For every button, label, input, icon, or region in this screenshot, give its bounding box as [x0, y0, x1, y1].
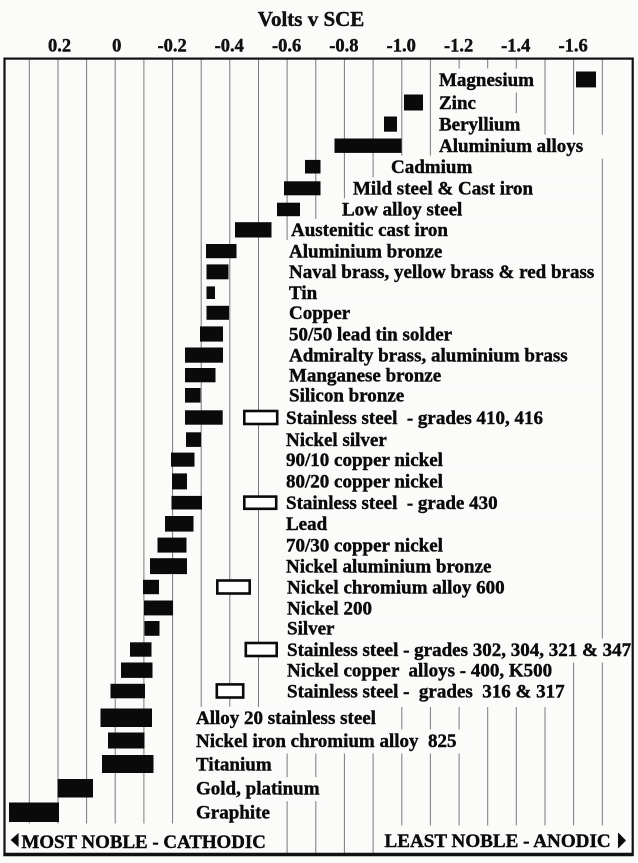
- svg-text:50/50 lead tin solder: 50/50 lead tin solder: [289, 324, 453, 345]
- svg-text:Stainless steel - grade 430: Stainless steel - grade 430: [286, 493, 498, 514]
- svg-text:Graphite: Graphite: [196, 803, 270, 824]
- svg-text:Manganese bronze: Manganese bronze: [289, 365, 441, 386]
- svg-text:-1.6: -1.6: [558, 37, 587, 57]
- svg-text:Austenitic cast iron: Austenitic cast iron: [291, 220, 448, 241]
- svg-text:Nickel silver: Nickel silver: [286, 430, 387, 451]
- svg-text:Magnesium: Magnesium: [439, 70, 534, 91]
- svg-text:Stainless steel - grades 410,: Stainless steel - grades 410, 416: [286, 408, 543, 429]
- svg-text:Lead: Lead: [286, 514, 328, 535]
- svg-text:-0.4: -0.4: [215, 37, 244, 57]
- svg-text:Nickel copper alloys - 400, K: Nickel copper alloys - 400, K500: [287, 661, 552, 682]
- svg-text:Stainless steel - grades 316: Stainless steel - grades 316 & 317: [287, 681, 565, 702]
- svg-text:0.2: 0.2: [48, 37, 71, 57]
- svg-text:Zinc: Zinc: [439, 93, 476, 114]
- svg-text:Copper: Copper: [289, 303, 351, 324]
- svg-text:Admiralty brass, aluminium bra: Admiralty brass, aluminium brass: [289, 345, 568, 366]
- svg-text:-0.6: -0.6: [272, 37, 301, 57]
- svg-text:LEAST NOBLE - ANODIC: LEAST NOBLE - ANODIC: [385, 831, 611, 852]
- svg-text:Stainless steel - grades 302,: Stainless steel - grades 302, 304, 321 &…: [287, 640, 632, 661]
- svg-text:90/10 copper nickel: 90/10 copper nickel: [286, 450, 443, 471]
- svg-text:Aluminium bronze: Aluminium bronze: [289, 241, 442, 262]
- svg-text:0: 0: [112, 37, 121, 57]
- svg-text:-0.2: -0.2: [157, 37, 186, 57]
- svg-text:Naval brass, yellow brass & re: Naval brass, yellow brass & red brass: [289, 262, 594, 283]
- svg-text:MOST NOBLE - CATHODIC: MOST NOBLE - CATHODIC: [22, 832, 266, 853]
- svg-text:Silicon bronze: Silicon bronze: [289, 386, 404, 407]
- svg-text:Cadmium: Cadmium: [391, 157, 472, 178]
- svg-text:Nickel aluminium bronze: Nickel aluminium bronze: [286, 557, 492, 578]
- svg-text:Nickel iron chromium alloy 82: Nickel iron chromium alloy 825: [196, 731, 457, 752]
- svg-text:80/20 copper nickel: 80/20 copper nickel: [286, 472, 443, 493]
- svg-text:Alloy 20 stainless steel: Alloy 20 stainless steel: [196, 708, 376, 729]
- svg-text:-0.8: -0.8: [329, 37, 358, 57]
- svg-text:70/30 copper nickel: 70/30 copper nickel: [286, 535, 443, 556]
- svg-text:Nickel 200: Nickel 200: [287, 598, 372, 619]
- svg-text:Aluminium alloys: Aluminium alloys: [439, 136, 583, 157]
- svg-text:Low alloy steel: Low alloy steel: [342, 200, 462, 221]
- svg-text:Nickel chromium alloy 600: Nickel chromium alloy 600: [287, 577, 505, 598]
- svg-text:Gold, platinum: Gold, platinum: [196, 779, 320, 800]
- svg-text:Beryllium: Beryllium: [439, 114, 520, 135]
- svg-text:Volts v SCE: Volts v SCE: [258, 7, 365, 31]
- svg-text:Silver: Silver: [287, 619, 335, 640]
- svg-text:-1.2: -1.2: [444, 37, 473, 57]
- svg-text:-1.0: -1.0: [387, 37, 416, 57]
- svg-text:Mild steel & Cast iron: Mild steel & Cast iron: [353, 179, 534, 200]
- svg-text:Tin: Tin: [289, 283, 318, 304]
- svg-text:Titanium: Titanium: [196, 754, 272, 775]
- svg-text:-1.4: -1.4: [501, 37, 530, 57]
